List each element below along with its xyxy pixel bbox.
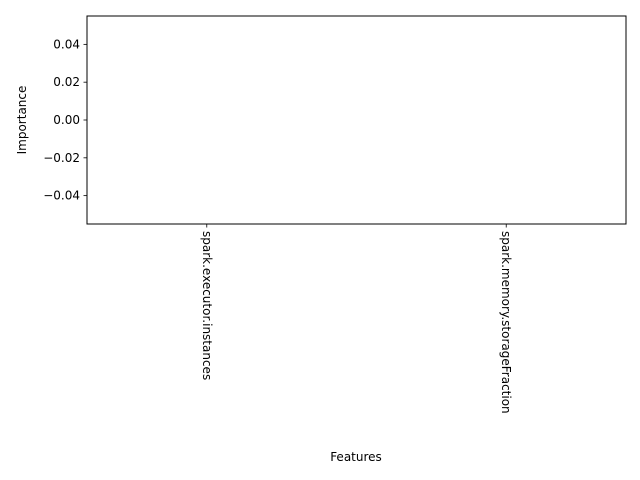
y-tick-label: −0.04 (43, 189, 80, 203)
x-tick-label: spark.memory.storageFraction (499, 231, 513, 414)
x-tick-label: spark.executor.instances (200, 231, 214, 380)
y-tick-label: 0.02 (53, 75, 80, 89)
y-tick-label: 0.04 (53, 37, 80, 51)
x-axis: spark.executor.instances spark.memory.sto… (200, 224, 513, 414)
x-axis-label: Features (330, 450, 382, 464)
y-axis-label: Importance (15, 86, 29, 155)
y-tick-label: −0.02 (43, 151, 80, 165)
y-tick-label: 0.00 (53, 113, 80, 127)
y-axis: 0.04 0.02 0.00 −0.02 −0.04 (43, 37, 87, 203)
